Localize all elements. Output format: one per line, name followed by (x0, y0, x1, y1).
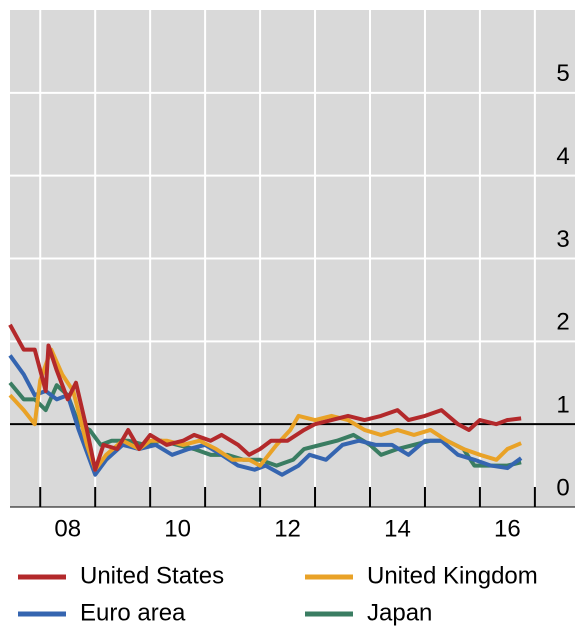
y-tick-label: 0 (556, 474, 569, 501)
x-tick-label: 12 (274, 515, 301, 542)
legend-label: United States (80, 562, 224, 589)
x-tick-label: 16 (494, 515, 521, 542)
y-tick-label: 4 (556, 143, 569, 170)
y-tick-label: 1 (556, 392, 569, 419)
y-tick-label: 3 (556, 226, 569, 253)
y-tick-label: 5 (556, 60, 569, 87)
x-tick-label: 10 (164, 515, 191, 542)
y-tick-label: 2 (556, 309, 569, 336)
x-tick-label: 14 (384, 515, 411, 542)
x-tick-label: 08 (54, 515, 81, 542)
legend-label: United Kingdom (367, 562, 538, 589)
legend-label: Euro area (80, 599, 186, 626)
line-series (8, 354, 523, 477)
legend-label: Japan (367, 599, 432, 626)
line-series (8, 323, 522, 472)
